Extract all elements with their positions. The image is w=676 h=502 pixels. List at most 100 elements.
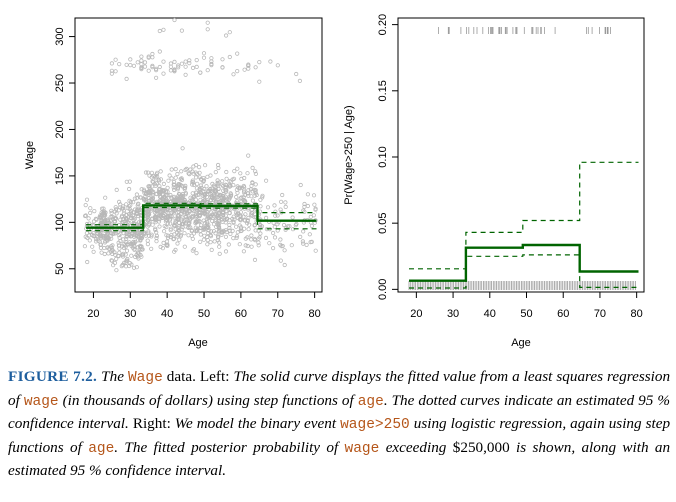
scatter-point [302,201,307,207]
scatter-point [217,251,222,256]
scatter-point [84,231,90,236]
scatter-point [246,193,251,198]
scatter-point [112,209,118,214]
scatter-point [113,57,118,62]
scatter-point [258,223,263,228]
scatter-point [265,205,271,210]
scatter-point [212,239,217,244]
scatter-point [238,185,243,190]
scatter-point [173,247,178,252]
scatter-point [142,64,148,69]
scatter-point [183,59,188,64]
scatter-point [209,61,214,67]
x-tick-label: 30 [447,308,459,320]
scatter-point [197,219,202,224]
scatter-point [313,206,318,211]
scatter-point [256,240,261,245]
scatter-point [154,172,159,177]
scatter-point [163,219,168,224]
scatter-point [106,251,111,256]
right-x-label: Age [511,337,531,349]
scatter-point [146,223,151,228]
scatter-point [114,207,119,212]
scatter-point [131,210,136,215]
scatter-point [278,199,284,204]
scatter-point [199,223,204,228]
scatter-point [204,184,209,189]
scatter-point [205,230,210,236]
scatter-point [120,262,125,267]
x-tick-label: 60 [557,308,569,320]
scatter-point [201,218,206,223]
scatter-point [158,169,163,174]
scatter-point [190,198,195,203]
scatter-point [180,194,185,199]
scatter-point [105,217,110,222]
scatter-point [203,208,208,213]
scatter-point [206,228,211,233]
scatter-point [124,62,129,67]
scatter-point [313,248,318,253]
scatter-point [121,251,126,256]
scatter-point [220,219,225,224]
scatter-point [138,195,143,200]
scatter-point [164,207,169,212]
scatter-point [145,209,150,215]
scatter-point [113,69,118,74]
scatter-point [304,242,309,247]
scatter-point [289,243,294,248]
scatter-point [83,213,88,219]
scatter-point [245,235,250,240]
scatter-point [98,213,103,218]
caption-code: wage [23,393,59,410]
scatter-point [93,239,99,244]
scatter-point [110,214,115,220]
scatter-point [231,236,236,241]
caption-code: wage [344,440,380,457]
scatter-point [161,27,166,32]
scatter-point [162,224,167,229]
scatter-point [253,65,258,70]
scatter-point [149,175,154,180]
x-tick-label: 40 [484,308,496,320]
scatter-point [113,229,118,234]
scatter-point [220,179,225,184]
scatter-point [212,212,217,217]
scatter-point [113,205,118,210]
scatter-point [308,214,313,219]
scatter-point [165,193,170,198]
scatter-point [205,242,210,247]
scatter-point [211,194,216,199]
scatter-point [250,198,255,203]
scatter-point [205,20,210,25]
scatter-point [272,235,278,240]
scatter-point [312,202,317,207]
scatter-point [201,226,206,231]
caption-text: (in thousands of dollars) using step fun… [62,391,354,409]
scatter-point [128,199,134,204]
scatter-point [120,254,126,259]
scatter-point [114,256,119,261]
scatter-point [138,210,143,215]
scatter-point [242,67,247,72]
scatter-point [113,215,118,220]
scatter-point [139,247,144,252]
scatter-point [177,237,182,242]
scatter-point [267,241,272,246]
scatter-point [235,230,240,235]
scatter-point [172,59,177,65]
scatter-point [307,232,312,237]
scatter-point [132,196,137,201]
scatter-point [242,188,247,193]
scatter-point [193,228,198,234]
scatter-point [135,250,140,255]
scatter-point [176,225,181,231]
scatter-point [189,228,194,233]
scatter-point [151,180,156,185]
scatter-point [105,235,110,240]
scatter-point [134,234,139,239]
scatter-point [253,182,258,187]
scatter-point [99,250,104,255]
scatter-point [92,209,97,214]
scatter-point [198,228,203,233]
